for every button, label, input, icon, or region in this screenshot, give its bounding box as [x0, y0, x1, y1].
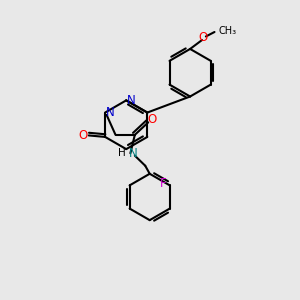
Text: N: N: [127, 94, 136, 107]
Text: N: N: [129, 147, 138, 160]
Text: N: N: [106, 106, 115, 119]
Text: O: O: [199, 31, 208, 44]
Text: O: O: [147, 113, 156, 127]
Text: O: O: [79, 129, 88, 142]
Text: CH₃: CH₃: [218, 26, 236, 36]
Text: F: F: [160, 177, 166, 190]
Text: H: H: [118, 148, 126, 158]
